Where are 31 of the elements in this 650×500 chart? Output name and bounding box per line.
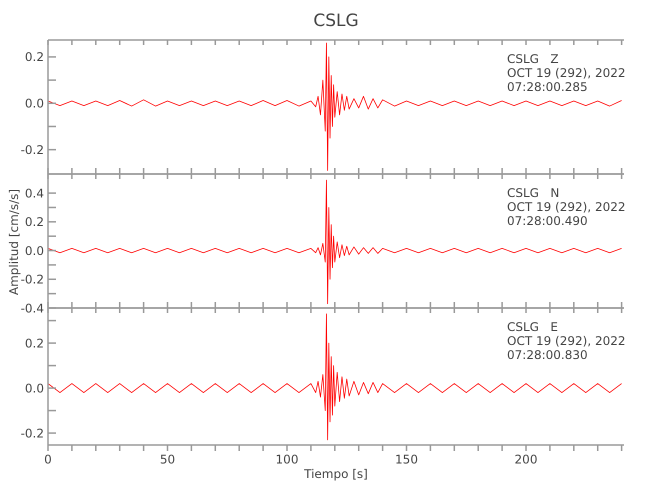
annotation: 07:28:00.830 xyxy=(507,348,589,362)
y-tick-label: 0.2 xyxy=(24,50,44,64)
y-axis-title: Amplitud [cm/s/s] xyxy=(7,188,21,296)
y-tick-label: 0.4 xyxy=(24,186,44,200)
annotation: CSLG Z xyxy=(507,52,560,66)
y-tick-label: -0.2 xyxy=(20,272,44,287)
y-tick-label: 0.0 xyxy=(24,244,44,258)
line-series xyxy=(48,313,622,440)
x-tick-label: 50 xyxy=(160,452,176,467)
chart-title: CSLG xyxy=(312,11,360,31)
line-series xyxy=(48,42,622,171)
annotation: OCT 19 (292), 2022 xyxy=(507,334,626,348)
x-tick-label: 100 xyxy=(276,452,298,467)
y-tick-label: 0.0 xyxy=(24,96,44,111)
y-tick-label: -0.2 xyxy=(20,142,44,157)
annotation: OCT 19 (292), 2022 xyxy=(507,200,626,214)
y-tick-label: -0.4 xyxy=(20,301,44,316)
annotation: CSLG N xyxy=(507,186,560,200)
line-series xyxy=(48,180,622,304)
y-tick-label: -0.2 xyxy=(20,426,44,440)
y-tick-label: 0.2 xyxy=(24,336,44,350)
x-axis-title: Tiempo [s] xyxy=(303,467,369,481)
annotation: 07:28:00.285 xyxy=(507,80,589,94)
x-tick-label: 0 xyxy=(44,452,52,467)
annotation: 07:28:00.490 xyxy=(507,214,589,228)
annotation: CSLG E xyxy=(507,320,560,334)
x-tick-label: 150 xyxy=(395,452,418,467)
x-tick-label: 200 xyxy=(514,452,538,467)
annotation: OCT 19 (292), 2022 xyxy=(507,66,626,80)
y-tick-label: 0.2 xyxy=(24,215,44,230)
y-tick-label: 0.0 xyxy=(24,381,44,396)
